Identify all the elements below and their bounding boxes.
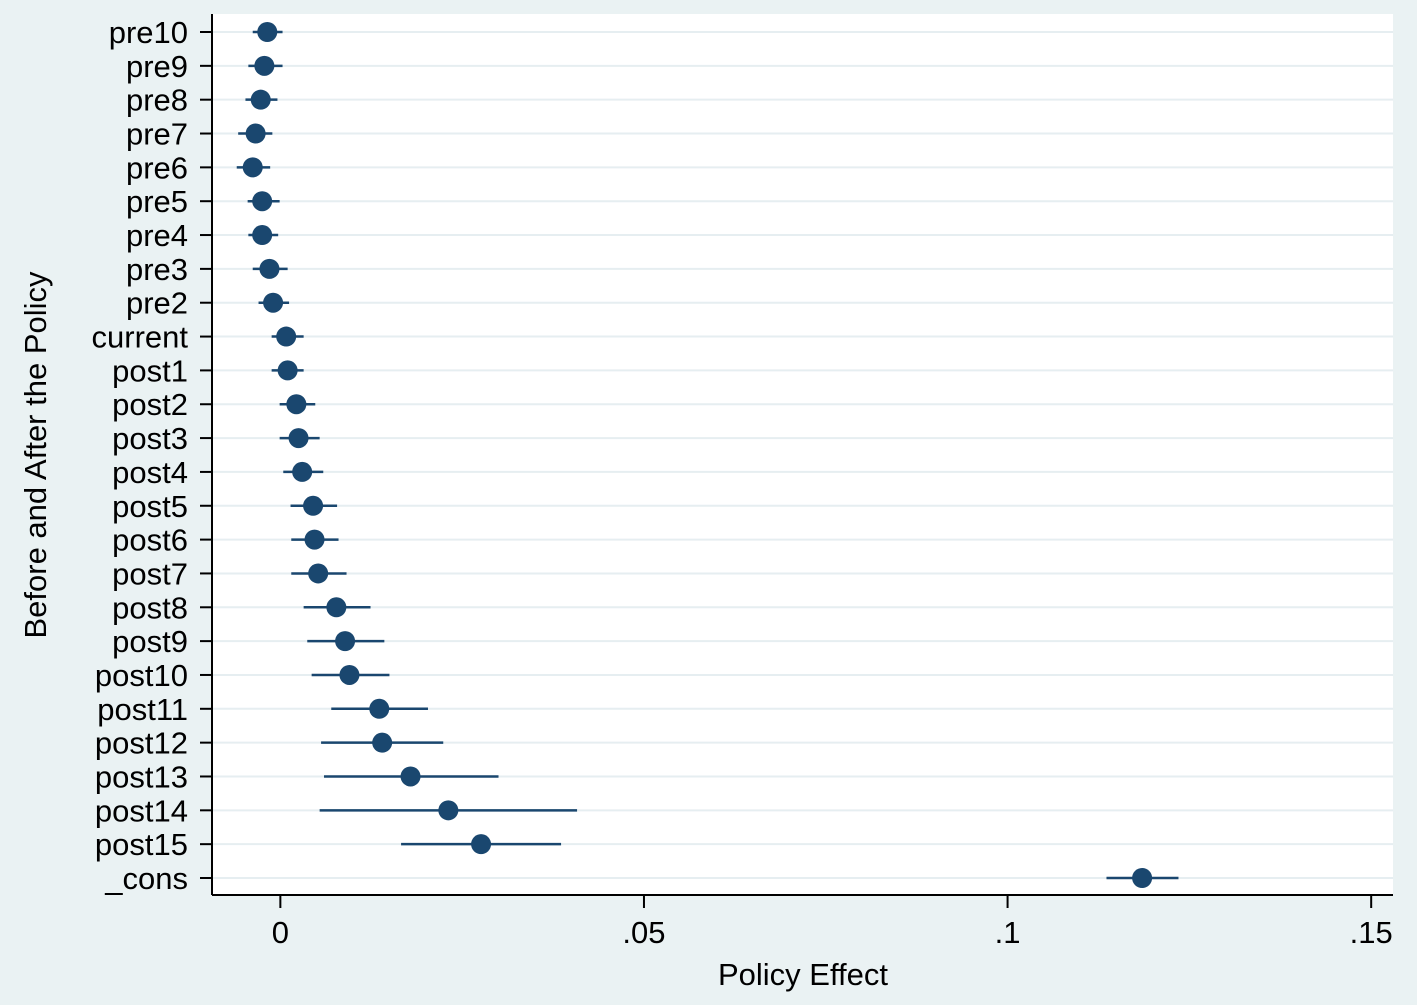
y-tick-label: post10 (95, 658, 188, 693)
y-tick-label: post15 (95, 827, 188, 862)
estimate-point (286, 394, 307, 415)
y-tick-label: pre8 (126, 83, 188, 118)
estimate-point (259, 258, 280, 279)
estimate-point (245, 123, 266, 144)
estimate-point (252, 225, 273, 246)
y-tick-label: post7 (112, 556, 188, 591)
estimate-point (277, 360, 298, 381)
estimate-point (471, 834, 492, 855)
estimate-point (250, 89, 271, 110)
y-tick-label: current (92, 320, 189, 355)
y-tick-label: pre10 (109, 15, 188, 50)
y-tick-label: pre9 (126, 49, 188, 84)
x-tick-label: .05 (622, 915, 665, 950)
estimate-point (369, 698, 390, 719)
estimate-point (304, 529, 325, 550)
y-tick-label: post1 (112, 353, 188, 388)
y-tick-label: pre4 (126, 218, 188, 253)
y-tick-label: post5 (112, 489, 188, 524)
y-tick-label: post6 (112, 523, 188, 558)
y-tick-label: pre6 (126, 150, 188, 185)
estimate-point (292, 461, 313, 482)
estimate-point (308, 563, 329, 584)
y-tick-label: pre2 (126, 286, 188, 321)
y-tick-label: post9 (112, 624, 188, 659)
estimate-point (1132, 868, 1153, 888)
estimate-point (335, 631, 356, 652)
estimate-point (288, 428, 309, 449)
y-tick-label: pre7 (126, 117, 188, 152)
y-axis-title: Before and After the Policy (18, 271, 53, 639)
y-tick-label: post2 (112, 387, 188, 422)
y-tick-label: post13 (95, 759, 188, 794)
x-tick-label: 0 (272, 915, 289, 950)
y-tick-label: _cons (104, 861, 188, 896)
y-tick-label: post11 (97, 692, 188, 727)
y-tick-label: post14 (95, 793, 188, 828)
x-tick-label: .15 (1350, 915, 1393, 950)
estimate-point (339, 664, 360, 685)
estimate-point (242, 157, 263, 178)
estimate-point (252, 191, 273, 212)
y-tick-label: post4 (112, 455, 188, 490)
plot-area (212, 14, 1393, 895)
estimate-point (326, 597, 347, 618)
estimate-point (263, 292, 284, 313)
y-tick-label: post12 (95, 726, 188, 761)
estimate-point (276, 326, 297, 347)
y-tick-label: pre3 (126, 252, 188, 287)
y-tick-label: post3 (112, 421, 188, 456)
estimate-point (254, 55, 275, 76)
y-tick-label: pre5 (126, 184, 188, 219)
estimate-point (303, 495, 324, 516)
estimate-point (438, 800, 459, 821)
x-tick-label: .1 (995, 915, 1021, 950)
x-axis-title: Policy Effect (718, 957, 888, 992)
estimate-point (400, 766, 421, 787)
estimate-point (372, 732, 393, 753)
y-tick-label: post8 (112, 590, 188, 625)
estimate-point (257, 22, 278, 42)
